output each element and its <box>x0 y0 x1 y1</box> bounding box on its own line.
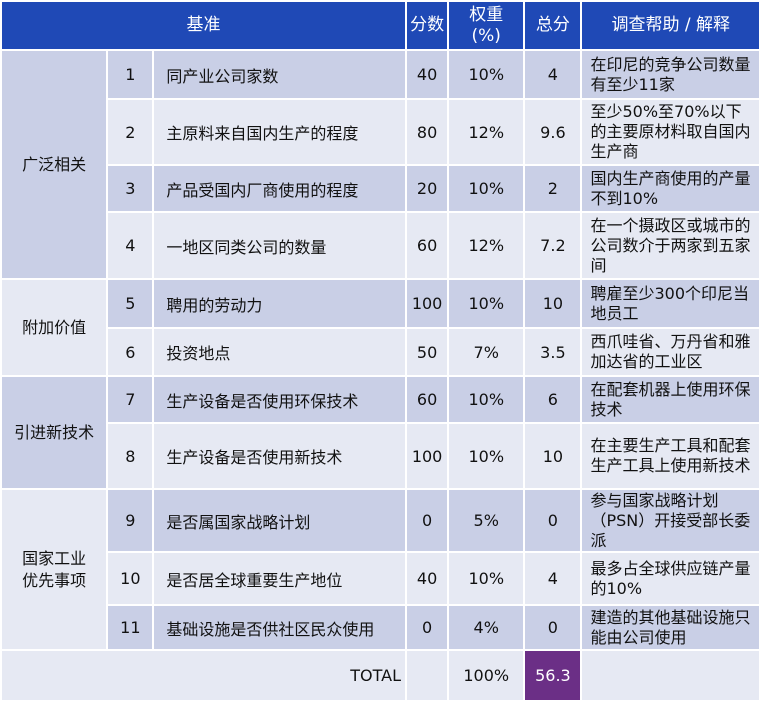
total-score-empty <box>407 651 448 700</box>
row-help: 在印尼的竞争公司数量有至少11家 <box>582 51 759 98</box>
row-total: 9.6 <box>525 100 581 164</box>
category-new-tech: 引进新技术 <box>2 377 107 488</box>
row-score: 40 <box>407 553 448 604</box>
row-score: 100 <box>407 424 448 488</box>
row-score: 100 <box>407 280 448 327</box>
row-score: 40 <box>407 51 448 98</box>
table-row: 附加价值 5 聘用的劳动力 100 10% 10 聘雇至少300个印尼当地员工 <box>2 280 759 375</box>
table-row: 2 主原料来自国内生产的程度 80 12% 9.6 至少50%至70%以下的主要… <box>2 100 759 164</box>
row-weight: 10% <box>449 280 524 327</box>
row-score: 80 <box>407 100 448 164</box>
row-weight: 12% <box>449 213 524 278</box>
row-number: 2 <box>108 100 153 164</box>
row-number: 5 <box>108 280 153 327</box>
header-score: 分数 <box>407 2 448 49</box>
row-criterion: 是否居全球重要生产地位 <box>154 553 406 604</box>
row-criterion: 投资地点 <box>154 329 406 375</box>
category-national-priority: 国家工业 优先事项 <box>2 490 107 649</box>
row-total: 10 <box>525 424 581 488</box>
row-score: 50 <box>407 329 448 375</box>
row-criterion: 产品受国内厂商使用的程度 <box>154 166 406 211</box>
row-number: 7 <box>108 377 153 422</box>
row-help: 国内生产商使用的产量不到10% <box>582 166 759 211</box>
table-row: 6 投资地点 50 7% 3.5 西爪哇省、万丹省和雅加达省的工业区 <box>2 329 759 375</box>
row-number: 11 <box>108 606 153 649</box>
row-help: 西爪哇省、万丹省和雅加达省的工业区 <box>582 329 759 375</box>
table-row: 10 是否居全球重要生产地位 40 10% 4 最多占全球供应链产量的10% <box>2 553 759 604</box>
table-row: 8 生产设备是否使用新技术 100 10% 10 在主要生产工具和配套生产工具上… <box>2 424 759 488</box>
row-total: 10 <box>525 280 581 327</box>
row-criterion: 基础设施是否供社区民众使用 <box>154 606 406 649</box>
total-help-empty <box>582 651 759 700</box>
table-row: 国家工业 优先事项 9 是否属国家战略计划 0 5% 0 参与国家战略计划（PS… <box>2 490 759 649</box>
row-number: 9 <box>108 490 153 551</box>
row-total: 0 <box>525 490 581 551</box>
row-weight: 5% <box>449 490 524 551</box>
row-criterion: 一地区同类公司的数量 <box>154 213 406 278</box>
row-help: 在主要生产工具和配套生产工具上使用新技术 <box>582 424 759 488</box>
row-number: 6 <box>108 329 153 375</box>
header-total: 总分 <box>525 2 581 49</box>
row-score: 0 <box>407 490 448 551</box>
row-criterion: 生产设备是否使用环保技术 <box>154 377 406 422</box>
header-weight: 权重 (%) <box>449 2 524 49</box>
header-help: 调查帮助 / 解释 <box>582 2 759 49</box>
table-row: 3 产品受国内厂商使用的程度 20 10% 2 国内生产商使用的产量不到10% <box>2 166 759 211</box>
total-row: TOTAL 100% 56.3 <box>2 651 759 700</box>
row-total: 3.5 <box>525 329 581 375</box>
row-weight: 12% <box>449 100 524 164</box>
row-help: 聘雇至少300个印尼当地员工 <box>582 280 759 327</box>
row-criterion: 聘用的劳动力 <box>154 280 406 327</box>
row-score: 20 <box>407 166 448 211</box>
table-row: 11 基础设施是否供社区民众使用 0 4% 0 建造的其他基础设施只能由公司使用 <box>2 606 759 649</box>
row-total: 2 <box>525 166 581 211</box>
row-total: 4 <box>525 553 581 604</box>
header-row: 基准 分数 权重 (%) 总分 调查帮助 / 解释 <box>2 2 759 49</box>
row-weight: 10% <box>449 424 524 488</box>
table-row: 广泛相关 1 同产业公司家数 40 10% 4 在印尼的竞争公司数量有至少11家 <box>2 51 759 278</box>
row-weight: 10% <box>449 51 524 98</box>
row-help: 在配套机器上使用环保技术 <box>582 377 759 422</box>
row-criterion: 生产设备是否使用新技术 <box>154 424 406 488</box>
row-score: 0 <box>407 606 448 649</box>
row-help: 在一个摄政区或城市的公司数介于两家到五家间 <box>582 213 759 278</box>
row-total: 4 <box>525 51 581 98</box>
row-number: 10 <box>108 553 153 604</box>
row-total: 6 <box>525 377 581 422</box>
row-total: 0 <box>525 606 581 649</box>
row-total: 7.2 <box>525 213 581 278</box>
row-criterion: 同产业公司家数 <box>154 51 406 98</box>
row-number: 3 <box>108 166 153 211</box>
grand-total: 56.3 <box>525 651 581 700</box>
row-criterion: 主原料来自国内生产的程度 <box>154 100 406 164</box>
row-number: 4 <box>108 213 153 278</box>
category-broad: 广泛相关 <box>2 51 107 278</box>
row-help: 至少50%至70%以下的主要原材料取自国内生产商 <box>582 100 759 164</box>
row-score: 60 <box>407 377 448 422</box>
row-help: 最多占全球供应链产量的10% <box>582 553 759 604</box>
row-score: 60 <box>407 213 448 278</box>
row-criterion: 是否属国家战略计划 <box>154 490 406 551</box>
row-weight: 10% <box>449 553 524 604</box>
row-help: 建造的其他基础设施只能由公司使用 <box>582 606 759 649</box>
row-number: 8 <box>108 424 153 488</box>
row-number: 1 <box>108 51 153 98</box>
table-row: 4 一地区同类公司的数量 60 12% 7.2 在一个摄政区或城市的公司数介于两… <box>2 213 759 278</box>
category-value-added: 附加价值 <box>2 280 107 375</box>
row-weight: 10% <box>449 166 524 211</box>
row-weight: 10% <box>449 377 524 422</box>
row-weight: 7% <box>449 329 524 375</box>
row-weight: 4% <box>449 606 524 649</box>
header-criteria: 基准 <box>2 2 406 49</box>
table-row: 引进新技术 7 生产设备是否使用环保技术 60 10% 6 在配套机器上使用环保… <box>2 377 759 488</box>
row-help: 参与国家战略计划（PSN）开接受部长委派 <box>582 490 759 551</box>
total-weight: 100% <box>449 651 524 700</box>
total-label: TOTAL <box>2 651 406 700</box>
